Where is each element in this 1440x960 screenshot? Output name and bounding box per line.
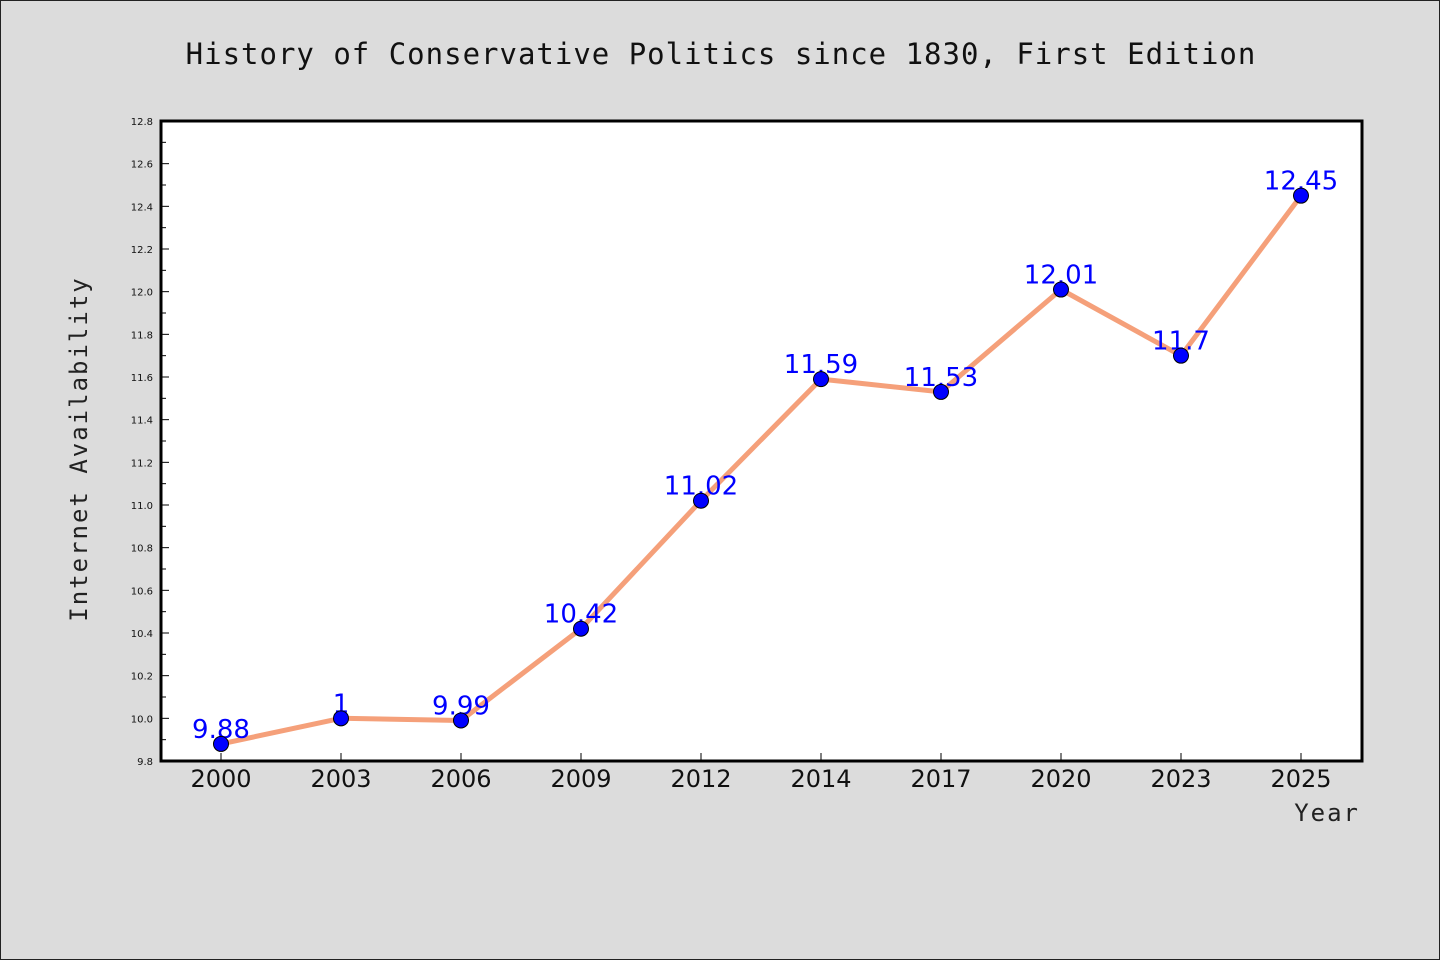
y-tick-label: 12.6	[131, 160, 153, 171]
x-tick-label: 2025	[1270, 765, 1331, 793]
data-point	[333, 710, 349, 727]
y-tick-label: 11.0	[131, 501, 153, 512]
x-tick-label: 2000	[190, 765, 251, 793]
x-axis-label: Year	[1294, 799, 1360, 827]
y-tick-label: 12.0	[131, 288, 153, 299]
x-tick-label: 2017	[910, 765, 971, 793]
y-tick-label: 10.6	[131, 586, 153, 597]
data-point	[1293, 187, 1309, 204]
series-line	[218, 193, 1304, 747]
x-tick-label: 2009	[550, 765, 611, 793]
x-tick-label: 2003	[310, 765, 371, 793]
data-point	[693, 492, 709, 509]
data-point	[453, 712, 469, 729]
y-axis-label: Internet Availability	[65, 276, 93, 621]
data-point	[813, 371, 829, 388]
y-tick-label: 11.8	[131, 330, 153, 341]
data-point	[933, 383, 949, 400]
series-layer	[218, 193, 1304, 747]
y-tick-label: 10.2	[131, 672, 153, 683]
y-tick-label: 9.8	[137, 757, 153, 768]
plot-frame	[159, 119, 1364, 763]
data-point	[1053, 281, 1069, 298]
x-tick-label: 2014	[790, 765, 851, 793]
data-point	[1173, 347, 1189, 364]
y-tick-label: 12.8	[131, 117, 153, 128]
data-point	[213, 735, 229, 752]
y-tick-label: 11.6	[131, 373, 153, 384]
x-tick-label: 2020	[1030, 765, 1091, 793]
x-tick-label: 2023	[1150, 765, 1211, 793]
y-tick-label: 10.0	[131, 714, 153, 725]
y-tick-label: 12.4	[131, 202, 153, 213]
y-tick-label: 12.2	[131, 245, 153, 256]
y-tick-label: 10.4	[131, 629, 153, 640]
y-tick-label: 10.8	[131, 544, 153, 555]
x-tick-label: 2006	[430, 765, 491, 793]
data-point	[573, 620, 589, 637]
x-axis-ticks: 2000 2003 2006 2009 2012 2014 2017 2020 2023 2025	[190, 753, 1332, 793]
x-tick-label: 2012	[670, 765, 731, 793]
y-tick-label: 11.4	[131, 416, 153, 427]
y-tick-label: 11.2	[131, 458, 153, 469]
chart-title: History of Conservative Politics since 1…	[186, 37, 1257, 71]
